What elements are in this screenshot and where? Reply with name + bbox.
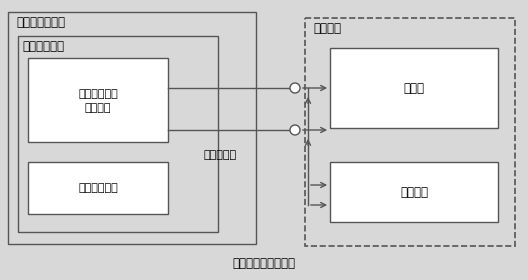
Bar [8,12,256,244]
Circle shape [290,83,300,93]
Text: 地面电子单元: 地面电子单元 [22,40,64,53]
Bar [330,162,498,222]
Bar [28,58,168,142]
Circle shape [290,125,300,135]
Text: 检测处理模块: 检测处理模块 [78,183,118,193]
Text: 应答器端: 应答器端 [313,22,341,35]
Bar [28,162,168,214]
Text: 应答器: 应答器 [403,81,425,95]
Text: 原有功能: 原有功能 [85,103,111,113]
Text: 地面电子单元端: 地面电子单元端 [16,16,65,29]
Bar [330,48,498,128]
Text: 检测模块: 检测模块 [400,186,428,199]
Text: 应答器电缆: 应答器电缆 [203,150,237,160]
Text: 地面电子单元: 地面电子单元 [78,89,118,99]
Bar [18,36,218,232]
Text: 应答器电缆检测系统: 应答器电缆检测系统 [232,257,296,270]
Bar [305,18,515,246]
